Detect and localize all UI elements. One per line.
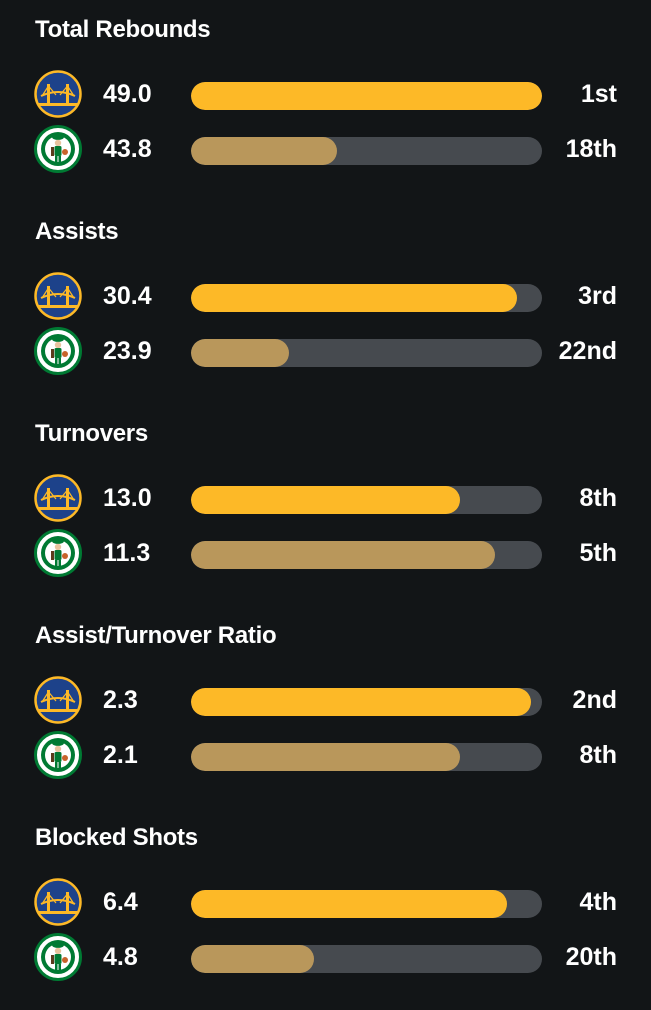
- stat-bar-track: [191, 82, 542, 110]
- league-rank: 8th: [579, 741, 618, 769]
- celtics-stat-row: 11.3 5th: [0, 527, 651, 579]
- stat-value: 49.0: [103, 80, 152, 108]
- warriors-stat-row: 13.0 8th: [0, 472, 651, 524]
- league-rank: 1st: [580, 80, 617, 108]
- celtics-stat-row: 2.1 8th: [0, 729, 651, 781]
- stat-bar-track: [191, 486, 542, 514]
- stat-value: 23.9: [103, 337, 152, 365]
- stat-bar-fill: [191, 339, 290, 367]
- stat-bar-fill: [191, 137, 337, 165]
- league-rank: 5th: [579, 539, 618, 567]
- stat-bar-fill: [191, 688, 532, 716]
- stat-bar-track: [191, 688, 542, 716]
- stat-bar-fill: [191, 541, 495, 569]
- warriors-logo-icon: [34, 676, 82, 724]
- league-rank: 4th: [579, 888, 618, 916]
- celtics-logo-icon: [34, 933, 82, 981]
- celtics-logo-icon: [34, 529, 82, 577]
- stat-bar-fill: [191, 945, 314, 973]
- stat-bar-track: [191, 541, 542, 569]
- stat-bar-track: [191, 137, 542, 165]
- warriors-stat-row: 30.4 3rd: [0, 270, 651, 322]
- league-rank: 2nd: [572, 686, 617, 714]
- stat-bar-track: [191, 743, 542, 771]
- stat-bar-fill: [191, 890, 507, 918]
- stat-value: 4.8: [103, 943, 138, 971]
- stat-section: Assist/Turnover Ratio 2.3 2nd 2.1 8th: [0, 606, 651, 808]
- celtics-stat-row: 4.8 20th: [0, 931, 651, 983]
- celtics-logo-icon: [34, 327, 82, 375]
- league-rank: 22nd: [558, 337, 617, 365]
- stat-value: 2.1: [103, 741, 138, 769]
- section-title: Blocked Shots: [35, 824, 198, 851]
- warriors-logo-icon: [34, 474, 82, 522]
- stat-value: 11.3: [103, 539, 151, 567]
- stat-bar-fill: [191, 743, 460, 771]
- celtics-stat-row: 43.8 18th: [0, 123, 651, 175]
- stat-section: Total Rebounds 49.0 1st 43.8 18th: [0, 0, 651, 202]
- stat-bar-track: [191, 339, 542, 367]
- stat-value: 2.3: [103, 686, 138, 714]
- warriors-stat-row: 49.0 1st: [0, 68, 651, 120]
- stat-bar-fill: [191, 284, 518, 312]
- celtics-logo-icon: [34, 125, 82, 173]
- stat-bar-fill: [191, 82, 542, 110]
- stat-section: Blocked Shots 6.4 4th 4.8 20th: [0, 808, 651, 1010]
- stat-section: Assists 30.4 3rd 23.9 22nd: [0, 202, 651, 404]
- section-title: Assist/Turnover Ratio: [35, 622, 277, 649]
- stat-bar-track: [191, 890, 542, 918]
- warriors-logo-icon: [34, 70, 82, 118]
- league-rank: 18th: [565, 135, 617, 163]
- stat-value: 6.4: [103, 888, 138, 916]
- league-rank: 8th: [579, 484, 618, 512]
- section-title: Total Rebounds: [35, 16, 211, 43]
- stat-bar-track: [191, 945, 542, 973]
- celtics-logo-icon: [34, 731, 82, 779]
- stat-bar-track: [191, 284, 542, 312]
- league-rank: 20th: [565, 943, 617, 971]
- stat-section: Turnovers 13.0 8th 11.3 5th: [0, 404, 651, 606]
- stat-value: 13.0: [103, 484, 152, 512]
- section-title: Assists: [35, 218, 119, 245]
- stat-value: 43.8: [103, 135, 152, 163]
- stat-bar-fill: [191, 486, 460, 514]
- warriors-logo-icon: [34, 878, 82, 926]
- celtics-stat-row: 23.9 22nd: [0, 325, 651, 377]
- stat-value: 30.4: [103, 282, 152, 310]
- league-rank: 3rd: [578, 282, 617, 310]
- section-title: Turnovers: [35, 420, 148, 447]
- warriors-stat-row: 6.4 4th: [0, 876, 651, 928]
- warriors-logo-icon: [34, 272, 82, 320]
- warriors-stat-row: 2.3 2nd: [0, 674, 651, 726]
